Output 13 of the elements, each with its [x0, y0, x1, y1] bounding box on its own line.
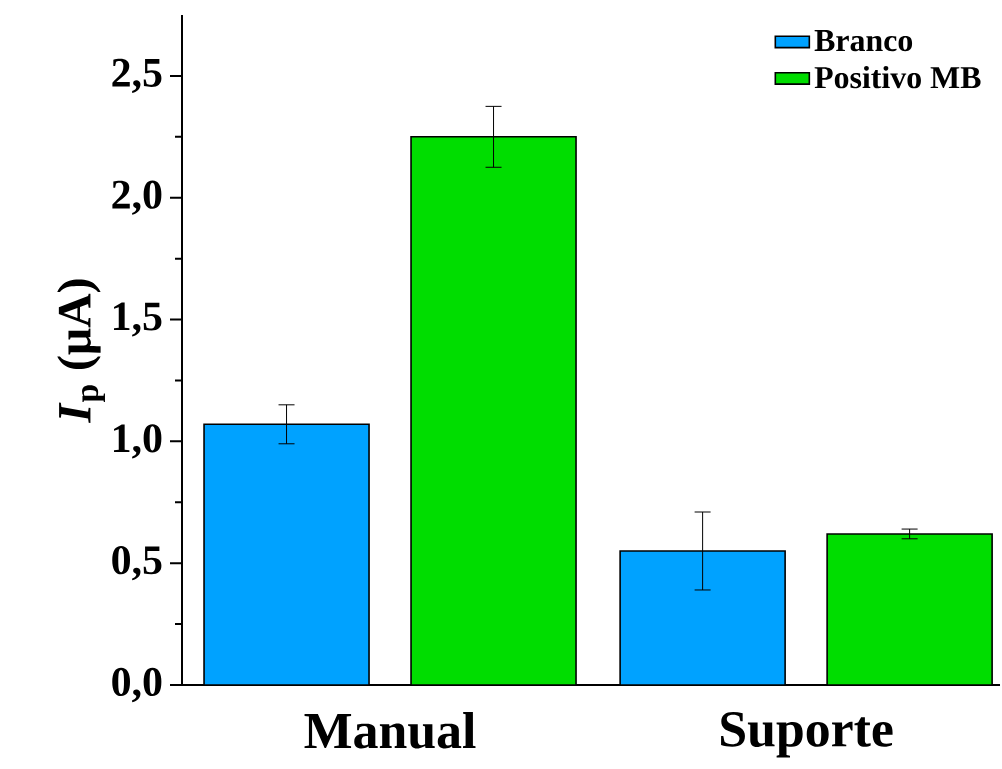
y-tick-label: 0,5 [112, 546, 162, 581]
legend-label: Positivo MB [814, 65, 981, 89]
legend-label: Branco [814, 30, 913, 52]
y-tick-label: 0,0 [112, 667, 162, 703]
y-tick-label: 1,5 [114, 302, 162, 337]
y-axis-title: I$_{p}$ (μA) [57, 279, 105, 423]
x-tick-label: Manual [304, 712, 476, 749]
bar [619, 550, 786, 685]
y-tick-label: 2,5 [112, 58, 162, 93]
y-tick-label: 1,0 [114, 424, 162, 459]
bar [203, 423, 370, 685]
y-tick-label: 2,0 [112, 180, 162, 215]
x-tick-label: Suporte [721, 712, 893, 758]
